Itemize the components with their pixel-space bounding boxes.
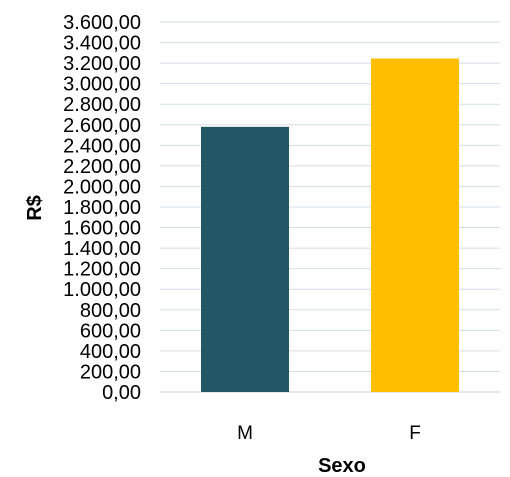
bar-m [201, 126, 289, 392]
y-tick-label: 1.600,00 [63, 218, 141, 240]
y-tick-label: 400,00 [80, 341, 141, 363]
y-axis-title: R$ [24, 195, 46, 221]
y-tick-label: 0,00 [102, 382, 141, 404]
y-tick-label: 3.200,00 [63, 53, 141, 75]
bar-f [371, 58, 459, 392]
y-tick-label: 3.600,00 [63, 12, 141, 34]
x-tick-label-m: M [237, 423, 253, 444]
y-tick-label: 2.200,00 [63, 156, 141, 178]
bars [201, 58, 459, 392]
y-tick-label: 2.000,00 [63, 176, 141, 198]
y-tick-label: 2.800,00 [63, 94, 141, 116]
y-tick-labels: 0,00200,00400,00600,00800,001.000,001.20… [63, 12, 141, 404]
x-tick-label-f: F [409, 423, 421, 444]
y-tick-label: 2.600,00 [63, 115, 141, 137]
x-axis-title: Sexo [318, 455, 366, 477]
y-tick-label: 1.000,00 [63, 279, 141, 301]
y-tick-label: 600,00 [80, 320, 141, 342]
y-tick-label: 3.400,00 [63, 33, 141, 55]
y-tick-label: 2.400,00 [63, 135, 141, 157]
y-tick-label: 1.200,00 [63, 259, 141, 281]
y-tick-label: 200,00 [80, 361, 141, 383]
y-tick-label: 1.800,00 [63, 197, 141, 219]
y-tick-label: 3.000,00 [63, 74, 141, 96]
y-tick-label: 800,00 [80, 300, 141, 322]
y-tick-label: 1.400,00 [63, 238, 141, 260]
